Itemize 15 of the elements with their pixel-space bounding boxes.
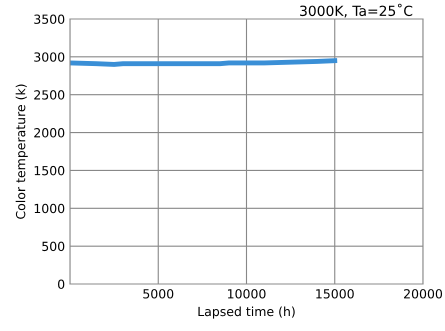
- y-tick-label: 3000: [34, 52, 64, 62]
- chart-title: 3000K, Ta=25˚C: [300, 4, 412, 18]
- y-tick-label: 3500: [34, 14, 64, 24]
- y-tick-label: 2000: [34, 128, 64, 138]
- x-tick-label: 15000: [316, 289, 354, 299]
- y-tick-label: 2500: [34, 90, 64, 100]
- y-tick-label: 0: [58, 279, 64, 289]
- y-axis-title: Color temperature (k): [16, 84, 28, 219]
- x-axis-title: Lapsed time (h): [198, 306, 295, 319]
- x-tick-label: 10000: [228, 289, 266, 299]
- y-tick-label: 500: [42, 242, 64, 252]
- y-tick-label: 1500: [34, 166, 64, 176]
- y-tick-label: 1000: [34, 204, 64, 214]
- x-tick-label: 5000: [143, 289, 174, 299]
- x-tick-label: 20000: [404, 289, 442, 299]
